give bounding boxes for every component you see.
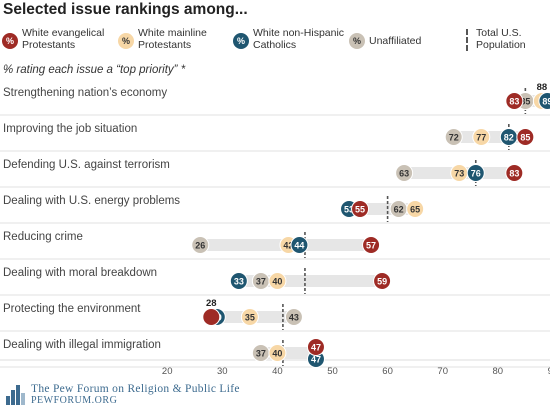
legend-label-mainline: White mainline Protestants <box>138 27 207 51</box>
legend-label-catholic: White non-Hispanic Catholics <box>253 27 345 51</box>
data-label-catholic: 76 <box>471 169 481 179</box>
data-label-mainline: 73 <box>454 169 464 179</box>
legend-swatch-evangelical: % <box>2 33 18 49</box>
category-label: Improving the job situation <box>3 123 137 135</box>
dot-mainline <box>472 128 491 146</box>
chart-title: Selected issue rankings among... <box>3 1 248 18</box>
legend-swatch-mainline: % <box>118 33 134 49</box>
dot-catholic <box>290 236 309 254</box>
data-label-evangelical: 83 <box>509 169 519 179</box>
dot-mainline <box>268 272 287 290</box>
dot-mainline <box>240 308 259 326</box>
data-label-evangelical: 57 <box>366 241 376 251</box>
category-label: Protecting the environment <box>3 303 141 315</box>
legend: % White evangelical Protestants % White … <box>0 27 550 61</box>
footer-org: The Pew Forum on Religion & Public Life <box>31 382 240 395</box>
chart-subtitle: % rating each issue a “top priority” * <box>3 64 186 76</box>
category-label: Dealing with moral breakdown <box>3 267 157 279</box>
data-label-evangelical: 83 <box>509 97 519 107</box>
data-label-unaffiliated: 43 <box>289 313 299 323</box>
legend-item-catholic: % White non-Hispanic Catholics <box>233 27 345 51</box>
dot-unaffiliated <box>395 164 414 182</box>
x-tick-label: 70 <box>437 366 448 377</box>
x-tick-label: 80 <box>493 366 504 377</box>
data-label-evangelical: 28 <box>206 298 217 309</box>
data-label-mainline: 35 <box>245 313 255 323</box>
data-label-mainline: 40 <box>272 277 282 287</box>
data-label-catholic: 82 <box>504 133 514 143</box>
dot-catholic <box>229 272 248 290</box>
category-label: Defending U.S. against terrorism <box>3 159 170 171</box>
x-tick-label: 50 <box>327 366 338 377</box>
category-label: Dealing with U.S. energy problems <box>3 195 180 207</box>
data-label-evangelical: 59 <box>377 277 387 287</box>
dot-evangelical <box>505 92 524 110</box>
legend-swatch-total <box>466 29 468 51</box>
dot-mainline <box>268 344 287 362</box>
footer: The Pew Forum on Religion & Public Life … <box>4 382 240 406</box>
legend-item-total: Total U.S. Population <box>462 27 546 51</box>
legend-swatch-catholic: % <box>233 33 249 49</box>
data-label-evangelical: 47 <box>311 343 321 353</box>
legend-label-unaffiliated: Unaffiliated <box>369 35 422 47</box>
data-label-unaffiliated: 26 <box>195 241 205 251</box>
data-label-mainline: 77 <box>476 133 486 143</box>
dot-plot: 20 30 40 50 60 70 80 90 Strengthening nation’s e… <box>0 82 550 377</box>
data-label-mainline: 42 <box>283 241 293 251</box>
data-label-unaffiliated: 85 <box>520 97 530 107</box>
data-label-catholic: 33 <box>234 277 244 287</box>
dot-evangelical <box>516 128 535 146</box>
data-label-unaffiliated: 37 <box>256 277 266 287</box>
x-tick-label: 60 <box>382 366 393 377</box>
legend-label-evangelical: White evangelical Protestants <box>22 27 105 51</box>
legend-item-unaffiliated: % Unaffiliated <box>349 27 421 49</box>
data-label-catholic: 47 <box>311 355 321 365</box>
dot-catholic <box>538 92 550 110</box>
dot-evangelical <box>306 338 325 356</box>
data-label-unaffiliated: 62 <box>394 205 404 215</box>
category-label: Strengthening nation’s economy <box>3 87 167 99</box>
data-label-evangelical: 85 <box>520 133 530 143</box>
legend-item-mainline: % White mainline Protestants <box>118 27 228 51</box>
dot-evangelical <box>362 236 381 254</box>
category-label: Dealing with illegal immigration <box>3 339 161 351</box>
data-label-mainline: 40 <box>272 349 282 359</box>
data-label-evangelical: 55 <box>355 205 365 215</box>
data-label-unaffiliated: 37 <box>256 349 266 359</box>
dot-evangelical <box>373 272 392 290</box>
dot-evangelical <box>505 164 524 182</box>
dot-unaffiliated <box>284 308 303 326</box>
pew-logo-icon <box>4 382 26 406</box>
x-tick-label: 40 <box>272 366 283 377</box>
x-tick-label: 30 <box>217 366 228 377</box>
dot-catholic <box>466 164 485 182</box>
legend-label-total: Total U.S. Population <box>476 27 526 51</box>
category-label: Reducing crime <box>3 231 83 243</box>
data-label-catholic: 53 <box>344 205 354 215</box>
data-label-unaffiliated: 72 <box>449 133 459 143</box>
footer-url: PEWFORUM.ORG <box>31 394 118 406</box>
dot-unaffiliated <box>444 128 463 146</box>
x-tick-label: 90 <box>548 366 550 377</box>
data-label-catholic: 89 <box>542 97 550 107</box>
data-label-unaffiliated: 63 <box>399 169 409 179</box>
legend-item-evangelical: % White evangelical Protestants <box>2 27 122 51</box>
data-label-mainline: 65 <box>410 205 420 215</box>
dot-evangelical <box>351 200 370 218</box>
data-label-catholic: 44 <box>294 241 304 251</box>
dot-evangelical <box>202 308 221 326</box>
x-tick-label: 20 <box>162 366 173 377</box>
dot-unaffiliated <box>191 236 210 254</box>
data-label-mainline: 88 <box>537 82 548 93</box>
legend-swatch-unaffiliated: % <box>349 33 365 49</box>
dot-mainline <box>406 200 425 218</box>
